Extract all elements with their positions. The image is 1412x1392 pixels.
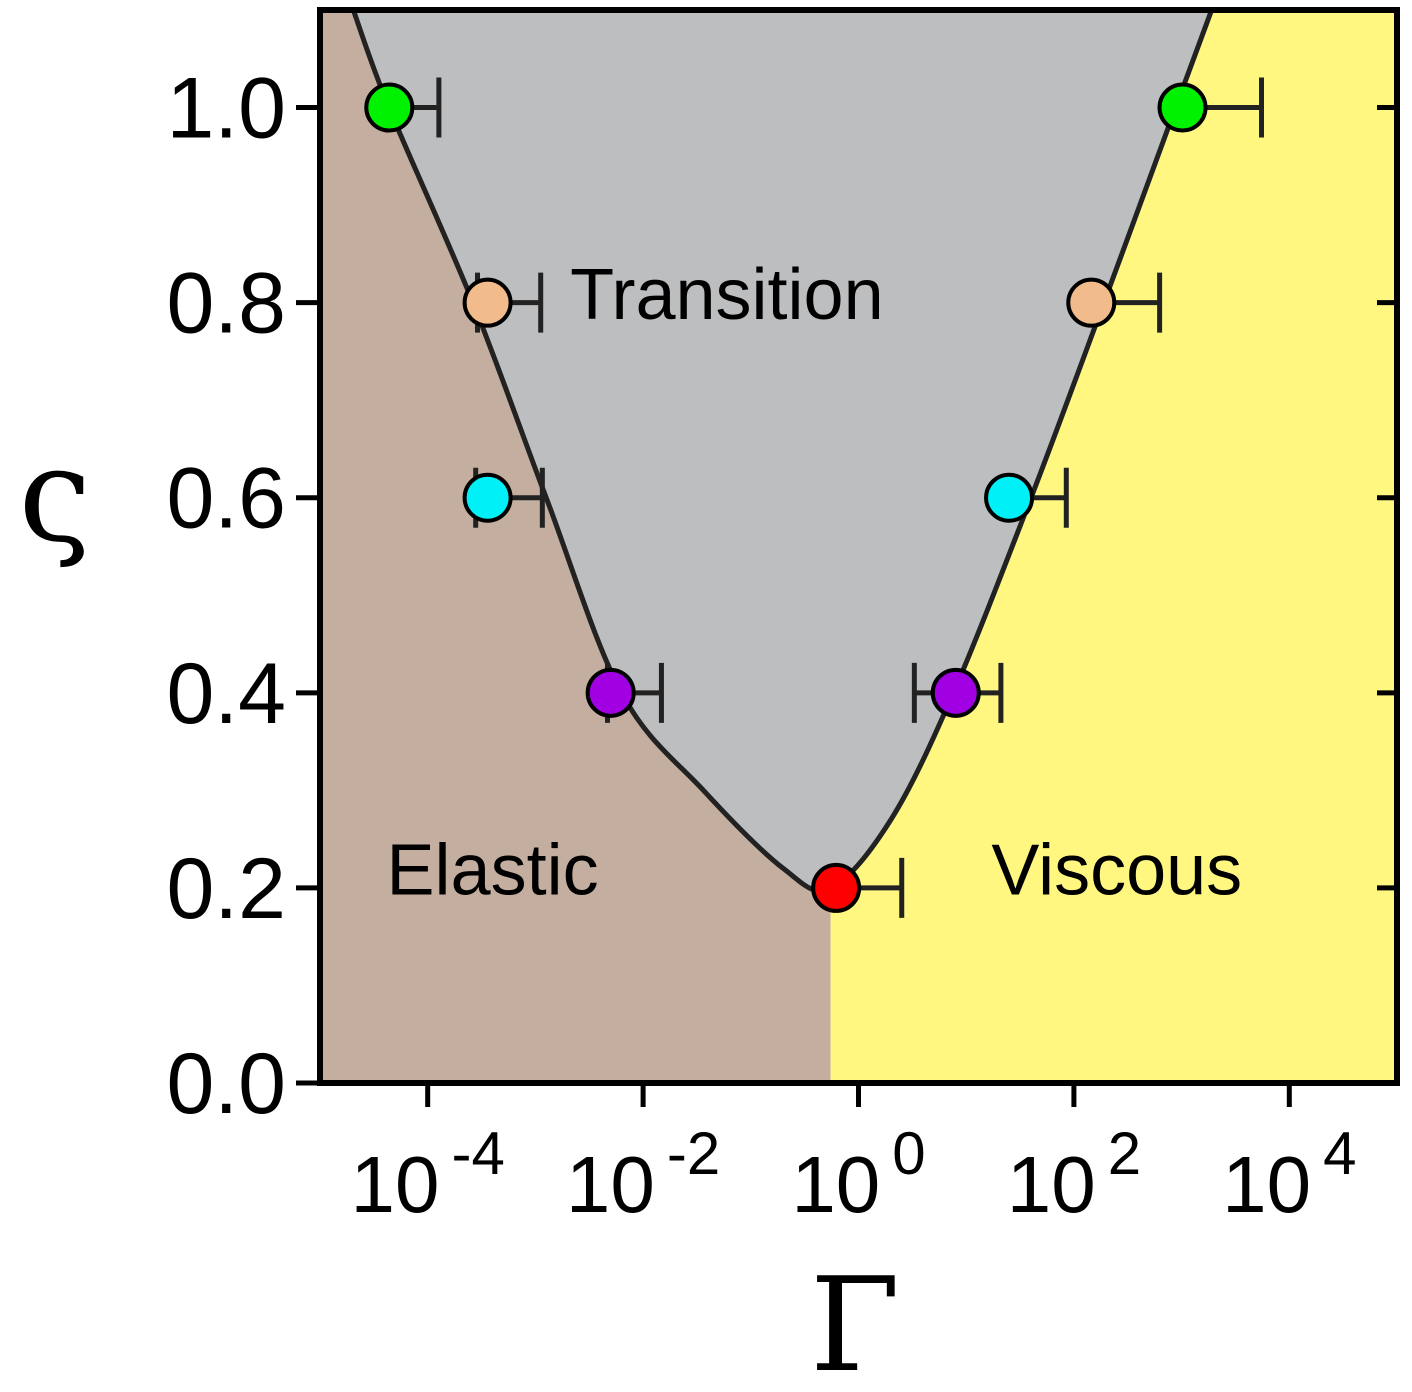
- data-point: [1157, 82, 1208, 133]
- data-point: [585, 667, 636, 718]
- y-tick-label: 0.0: [166, 1036, 286, 1132]
- data-point: [1066, 277, 1117, 328]
- data-point: [930, 667, 981, 718]
- y-axis-ticks: 0.0 0.2 0.4 0.6 0.8 1.0: [166, 61, 1397, 1132]
- x-tick-label: 10 2: [1007, 1120, 1141, 1229]
- y-tick-label: 0.4: [166, 646, 286, 742]
- y-tick-label: 0.2: [166, 841, 286, 937]
- x-tick-label: 10 0: [791, 1120, 925, 1229]
- transition-label: Transition: [570, 255, 883, 335]
- viscous-label: Viscous: [991, 830, 1242, 910]
- x-tick-label: 10 -4: [351, 1120, 505, 1229]
- data-markers: [364, 82, 1208, 913]
- data-point: [984, 472, 1035, 523]
- x-axis-label: Γ: [810, 1249, 900, 1392]
- data-point: [462, 472, 513, 523]
- transition-region: [353, 10, 1212, 891]
- x-tick-label: 10 4: [1222, 1120, 1356, 1229]
- phase-regions: [320, 10, 1397, 1083]
- x-tick-label: 10 -2: [566, 1120, 720, 1229]
- y-tick-label: 0.6: [166, 451, 286, 547]
- elastic-label: Elastic: [387, 830, 599, 910]
- data-point: [462, 277, 513, 328]
- data-point: [364, 82, 415, 133]
- y-tick-label: 1.0: [166, 61, 286, 157]
- y-axis-label: ς: [19, 419, 92, 571]
- y-tick-label: 0.8: [166, 256, 286, 352]
- data-point: [811, 862, 862, 913]
- x-axis-ticks: 10 -4 10 -2 10 0 10 2 10 4: [351, 1083, 1356, 1229]
